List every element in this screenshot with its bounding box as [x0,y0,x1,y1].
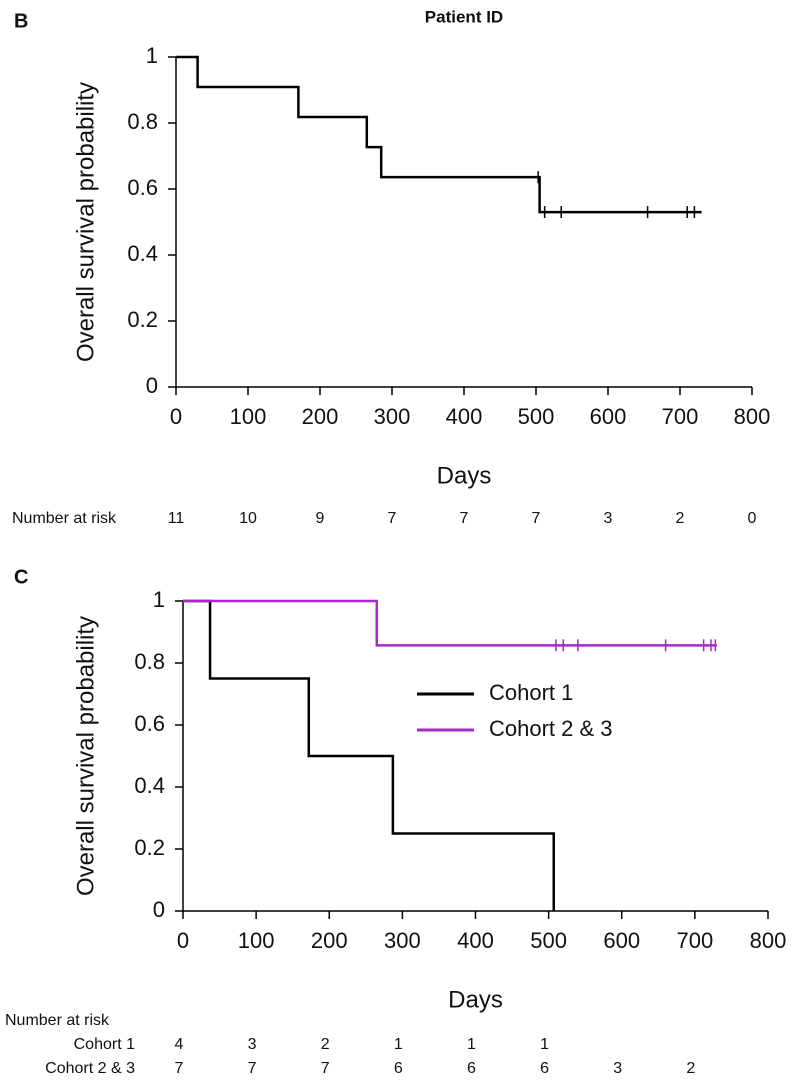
risk-count: 7 [460,510,469,527]
x-tick-label: 500 [530,928,567,953]
x-tick-label: 300 [384,928,421,953]
x-tick-label: 700 [677,928,714,953]
risk-count: 2 [686,1060,695,1077]
risk-count: 7 [388,510,397,527]
risk-count: 6 [467,1060,476,1077]
risk-count: 6 [394,1060,403,1077]
risk-count: 4 [175,1036,184,1053]
risk-row-label: Cohort 2 & 3 [45,1060,135,1077]
risk-row-label: Cohort 1 [74,1036,135,1053]
survival-curve [183,599,555,911]
risk-count: 1 [394,1036,403,1053]
x-tick-label: 0 [170,404,182,429]
x-tick-label: 600 [590,404,627,429]
y-tick-label: 1 [153,587,165,612]
y-tick-label: 0.8 [127,109,158,134]
risk-count: 7 [321,1060,330,1077]
x-tick-label: 400 [446,404,483,429]
y-tick-label: 0.2 [127,307,158,332]
legend-label: Cohort 1 [489,680,573,705]
x-tick-label: 100 [238,928,275,953]
risk-count: 3 [248,1036,257,1053]
x-tick-label: 200 [302,404,339,429]
panel-label: C [14,566,28,588]
chart-title: Patient ID [425,7,503,26]
y-tick-label: 0 [146,373,158,398]
x-tick-label: 300 [374,404,411,429]
x-tick-label: 100 [230,404,267,429]
x-tick-label: 500 [518,404,555,429]
risk-count: 11 [168,510,185,527]
x-tick-label: 600 [603,928,640,953]
x-tick-label: 800 [750,928,787,953]
risk-count: 10 [239,510,257,527]
y-axis-label: Overall survival probability [72,616,99,896]
y-tick-label: 0.6 [127,175,158,200]
x-tick-label: 700 [662,404,699,429]
risk-count: 0 [748,510,757,527]
x-axis-label: Days [437,462,492,489]
risk-count: 1 [540,1036,549,1053]
y-tick-label: 1 [146,43,158,68]
survival-curve [176,55,702,214]
risk-count: 3 [613,1060,622,1077]
x-tick-label: 0 [177,928,189,953]
risk-title: Number at risk [12,510,117,527]
y-tick-label: 0.4 [134,773,165,798]
risk-count: 1 [467,1036,476,1053]
y-tick-label: 0.6 [134,711,165,736]
x-tick-label: 400 [457,928,494,953]
survival-curve [183,599,717,647]
risk-count: 2 [321,1036,330,1053]
risk-count: 7 [248,1060,257,1077]
panel-label: B [14,10,28,32]
risk-count: 7 [175,1060,184,1077]
legend-label: Cohort 2 & 3 [489,716,613,741]
risk-count: 6 [540,1060,549,1077]
x-tick-label: 800 [734,404,771,429]
y-axis-label: Overall survival probability [72,82,99,362]
y-tick-label: 0 [153,897,165,922]
risk-count: 2 [676,510,685,527]
y-tick-label: 0.2 [134,835,165,860]
risk-count: 3 [604,510,613,527]
risk-title: Number at risk [5,1012,110,1029]
y-tick-label: 0.8 [134,649,165,674]
risk-count: 7 [532,510,541,527]
y-tick-label: 0.4 [127,241,158,266]
x-axis-label: Days [448,986,503,1013]
risk-count: 9 [316,510,325,527]
x-tick-label: 200 [311,928,348,953]
